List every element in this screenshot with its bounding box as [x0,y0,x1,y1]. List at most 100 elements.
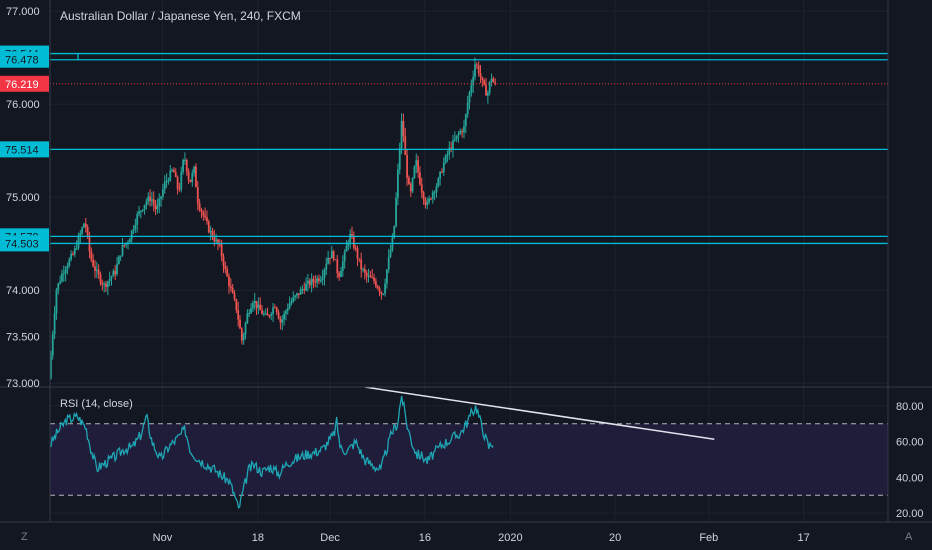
candle[interactable] [156,206,159,210]
auto-scale-icon[interactable]: A [905,531,913,543]
candle[interactable] [479,73,482,77]
candle[interactable] [417,160,419,173]
candle[interactable] [117,256,120,265]
candle[interactable] [345,246,348,252]
candle[interactable] [415,160,418,167]
candle[interactable] [409,184,412,192]
rsi-trendline[interactable] [365,386,715,441]
candle[interactable] [152,199,155,205]
candle[interactable] [101,282,104,285]
candle[interactable] [180,171,183,190]
candle[interactable] [318,278,320,281]
candle[interactable] [158,198,161,207]
candle[interactable] [193,166,196,174]
candle[interactable] [149,196,151,201]
candle[interactable] [169,170,172,181]
candle[interactable] [483,80,486,85]
candle[interactable] [290,301,293,304]
candle[interactable] [486,92,489,96]
candle[interactable] [341,261,344,271]
candle[interactable] [218,244,221,246]
candle[interactable] [408,177,410,185]
candle[interactable] [257,304,260,308]
candle[interactable] [226,269,229,277]
candle[interactable] [325,263,328,270]
candle[interactable] [128,239,131,243]
candle[interactable] [303,288,306,291]
candle[interactable] [250,308,252,314]
candle[interactable] [116,264,118,275]
candle[interactable] [369,275,372,278]
candle[interactable] [106,281,109,287]
candle[interactable] [488,81,491,93]
candle[interactable] [373,277,375,281]
candle[interactable] [224,265,227,270]
candle[interactable] [444,155,447,163]
candle[interactable] [330,251,333,259]
candle[interactable] [475,64,478,66]
candle[interactable] [336,259,339,274]
candle[interactable] [310,279,313,286]
candle[interactable] [189,179,192,183]
candle[interactable] [86,227,89,236]
candle[interactable] [178,188,181,190]
candle[interactable] [121,245,124,256]
candle[interactable] [426,202,429,205]
candle[interactable] [209,230,212,233]
candle[interactable] [160,196,162,199]
candle[interactable] [90,251,93,261]
candle[interactable] [312,279,315,282]
candle[interactable] [73,248,76,255]
candle[interactable] [176,176,179,189]
candle[interactable] [141,209,144,211]
candle[interactable] [494,82,497,84]
candle[interactable] [253,300,256,304]
candle[interactable] [396,169,399,198]
candle[interactable] [285,311,287,314]
candle[interactable] [283,313,285,320]
candle[interactable] [204,215,207,218]
candle[interactable] [433,192,436,194]
candle[interactable] [191,173,194,183]
candle[interactable] [81,227,84,234]
candle[interactable] [275,307,278,313]
candle[interactable] [308,280,311,286]
candle[interactable] [441,171,443,173]
candle[interactable] [362,269,364,271]
candle[interactable] [395,197,397,227]
candle[interactable] [264,313,267,315]
candle[interactable] [404,136,407,156]
candle[interactable] [92,260,95,267]
candle[interactable] [143,205,146,210]
candle[interactable] [371,277,374,279]
candle[interactable] [215,239,218,242]
candle[interactable] [466,102,469,115]
candle[interactable] [244,323,247,335]
candle[interactable] [347,242,350,247]
candle[interactable] [222,256,225,266]
candle[interactable] [277,312,280,319]
candle[interactable] [307,280,309,284]
candle[interactable] [463,126,465,133]
candle[interactable] [262,313,265,315]
candle[interactable] [134,224,137,230]
candle[interactable] [231,287,234,294]
candle[interactable] [66,266,69,270]
candle[interactable] [352,237,355,248]
candle[interactable] [297,293,300,295]
candle[interactable] [171,169,173,171]
candle[interactable] [321,277,324,280]
candle[interactable] [299,289,302,295]
candle[interactable] [363,269,366,273]
candle[interactable] [150,199,153,201]
candle[interactable] [195,166,197,188]
candle[interactable] [206,217,208,222]
candle[interactable] [492,78,495,83]
candle[interactable] [77,236,80,249]
candle[interactable] [420,184,423,193]
candle[interactable] [464,114,467,127]
candle[interactable] [268,315,271,317]
candle[interactable] [211,230,214,238]
candle[interactable] [292,297,295,302]
